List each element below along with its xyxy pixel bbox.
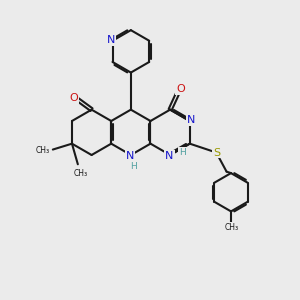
Text: N: N	[107, 35, 116, 45]
Text: H: H	[130, 162, 137, 171]
Text: S: S	[213, 148, 220, 158]
Text: H: H	[179, 148, 186, 157]
Text: O: O	[176, 84, 185, 94]
Text: CH₃: CH₃	[224, 223, 239, 232]
Text: CH₃: CH₃	[35, 146, 49, 154]
Text: N: N	[125, 151, 134, 161]
Text: N: N	[107, 35, 115, 45]
Text: O: O	[70, 93, 78, 103]
Text: CH₃: CH₃	[73, 169, 87, 178]
Text: N: N	[187, 115, 195, 125]
Text: N: N	[165, 151, 174, 160]
